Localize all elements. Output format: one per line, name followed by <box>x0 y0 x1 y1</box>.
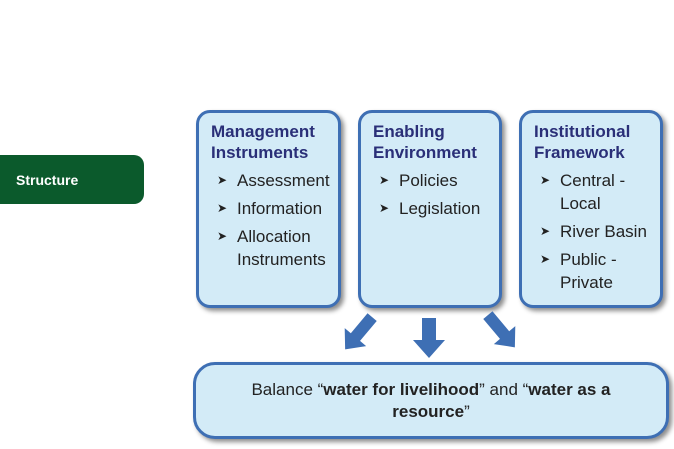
arrow-down-right-icon <box>483 311 516 348</box>
box-title: Enabling Environment <box>373 122 477 162</box>
arrow-bullet-icon: ➤ <box>379 201 390 215</box>
arrow-bullet-icon: ➤ <box>540 252 551 266</box>
list-item: ➤ Policies <box>373 169 489 192</box>
list-item: ➤ Information <box>211 197 328 220</box>
box-title: Institutional Framework <box>534 122 631 162</box>
arrow-bullet-icon: ➤ <box>217 173 228 187</box>
arrow-down-left-icon <box>344 313 377 350</box>
list-item: ➤ Central - Local <box>534 169 650 215</box>
arrow-bullet-icon: ➤ <box>379 173 390 187</box>
arrow-bullet-icon: ➤ <box>540 224 551 238</box>
balance-box: Balance “water for livelihood” and “wate… <box>193 362 669 439</box>
bold-phrase: water for livelihood <box>323 379 480 399</box>
list-item: ➤ Allocation Instruments <box>211 225 328 271</box>
arrow-bullet-icon: ➤ <box>217 229 228 243</box>
management-instruments-box: Management Instruments ➤ Assessment ➤ Info… <box>196 110 341 308</box>
arrow-down-icon <box>413 318 445 358</box>
arrow-bullet-icon: ➤ <box>217 201 228 215</box>
enabling-environment-box: Enabling Environment ➤ Policies ➤ Legislat… <box>358 110 502 308</box>
list-item: ➤ River Basin <box>534 220 650 243</box>
flow-arrows <box>344 311 516 358</box>
bold-phrase: water as a resource <box>392 379 611 421</box>
balance-text: Balance “water for livelihood” and “wate… <box>251 379 611 421</box>
list-item: ➤ Assessment <box>211 169 330 192</box>
list-item: ➤ Legislation <box>373 197 489 220</box>
list-item: ➤ Public - Private <box>534 248 650 294</box>
institutional-framework-box: Institutional Framework ➤ Central - Local… <box>519 110 663 308</box>
arrow-bullet-icon: ➤ <box>540 173 551 187</box>
section-tag-label: Structure <box>16 171 79 188</box>
box-title: Management Instruments <box>211 122 315 162</box>
section-tag[interactable]: Structure <box>0 155 144 204</box>
